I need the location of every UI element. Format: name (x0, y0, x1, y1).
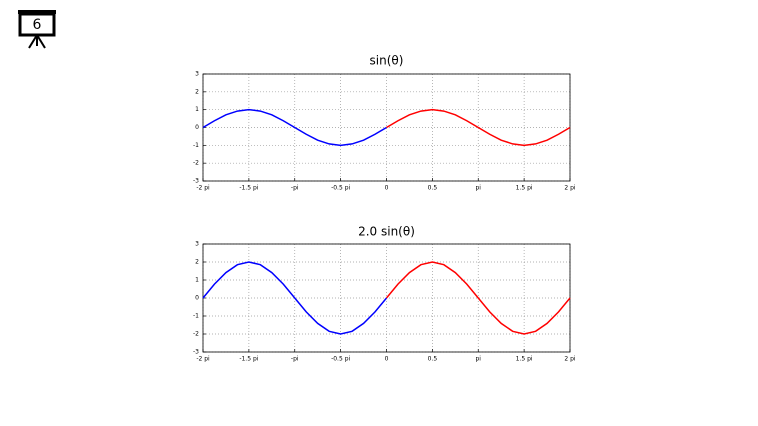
x-tick-label: -0.5 pi (331, 185, 350, 192)
series-line (385, 261, 571, 335)
y-tick-label: 0 (195, 124, 199, 131)
series-line (386, 108, 571, 147)
x-tick-label: 0.5 (428, 356, 438, 363)
x-tick-label: -1.5 pi (239, 356, 258, 363)
x-tick-label: -0.5 pi (331, 356, 350, 363)
x-tick-label: -1.5 pi (239, 185, 258, 192)
chart-title: sin(θ) (370, 54, 404, 68)
x-tick-label: 0.5 (428, 185, 438, 192)
y-tick-label: 0 (195, 295, 199, 302)
series-line (202, 261, 388, 335)
x-tick-label: 2 pi (564, 356, 576, 363)
x-tick-label: -2 pi (196, 185, 210, 192)
slide-number: 6 (33, 17, 42, 33)
series-line (202, 108, 387, 147)
x-tick-label: pi (476, 185, 482, 192)
y-tick-label: 1 (195, 106, 199, 113)
x-tick-label: -pi (291, 185, 299, 192)
x-tick-label: -pi (291, 356, 299, 363)
x-tick-label: 0 (385, 356, 389, 363)
y-tick-label: -1 (193, 142, 199, 149)
x-tick-label: pi (476, 356, 482, 363)
y-tick-label: 1 (195, 277, 199, 284)
x-tick-label: 1.5 pi (516, 356, 533, 363)
y-tick-label: 2 (195, 88, 199, 95)
y-tick-label: 3 (195, 241, 199, 248)
x-tick-label: 1.5 pi (516, 185, 533, 192)
x-tick-label: -2 pi (196, 356, 210, 363)
y-tick-label: -1 (193, 313, 199, 320)
y-tick-label: -3 (193, 349, 199, 356)
slide-icon: 6 (18, 10, 56, 49)
y-tick-label: -2 (193, 331, 199, 338)
chart-title: 2.0 sin(θ) (358, 225, 415, 239)
y-tick-label: 2 (195, 259, 199, 266)
y-tick-label: -3 (193, 178, 199, 185)
x-tick-label: 0 (385, 185, 389, 192)
x-tick-label: 2 pi (564, 185, 576, 192)
y-tick-label: -2 (193, 160, 199, 167)
y-tick-label: 3 (195, 71, 199, 78)
